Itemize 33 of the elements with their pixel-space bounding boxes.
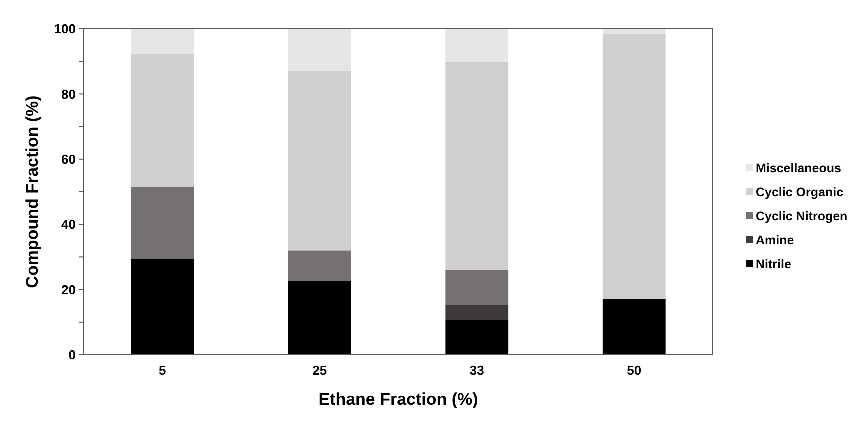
x-tick-label: 50	[627, 363, 642, 378]
legend-label: Amine	[756, 233, 794, 248]
legend-label: Miscellaneous	[756, 161, 842, 176]
y-tick-label: 60	[62, 152, 76, 167]
x-tick-label: 25	[312, 363, 328, 378]
bar	[602, 298, 666, 355]
bar	[131, 54, 194, 188]
x-tick-label: 33	[470, 363, 484, 378]
bar	[288, 281, 352, 355]
y-tick-label: 80	[62, 86, 76, 102]
legend-label: Cyclic Nitrogen	[756, 209, 848, 224]
y-tick-label: 20	[62, 282, 76, 298]
bar	[131, 29, 194, 54]
y-tick-label: 100	[54, 22, 76, 37]
bar	[446, 29, 509, 62]
bar	[446, 62, 509, 270]
x-axis-title: Ethane Fraction (%)	[318, 390, 478, 409]
bar	[446, 305, 509, 320]
y-axis-title: Compound Fraction (%)	[23, 96, 42, 288]
bar	[288, 70, 352, 251]
x-tick-label: 5	[159, 363, 166, 378]
y-tick-label: 40	[62, 217, 76, 232]
bar	[131, 259, 194, 355]
y-tick-label: 0	[68, 348, 76, 363]
bar	[446, 270, 509, 306]
bar	[288, 250, 352, 281]
bar	[288, 29, 352, 71]
bar	[131, 187, 194, 260]
legend-label: Nitrile	[756, 257, 792, 272]
bar	[602, 34, 666, 299]
bar	[602, 29, 666, 34]
bar	[446, 320, 509, 355]
legend-label: Cyclic Organic	[756, 185, 844, 200]
